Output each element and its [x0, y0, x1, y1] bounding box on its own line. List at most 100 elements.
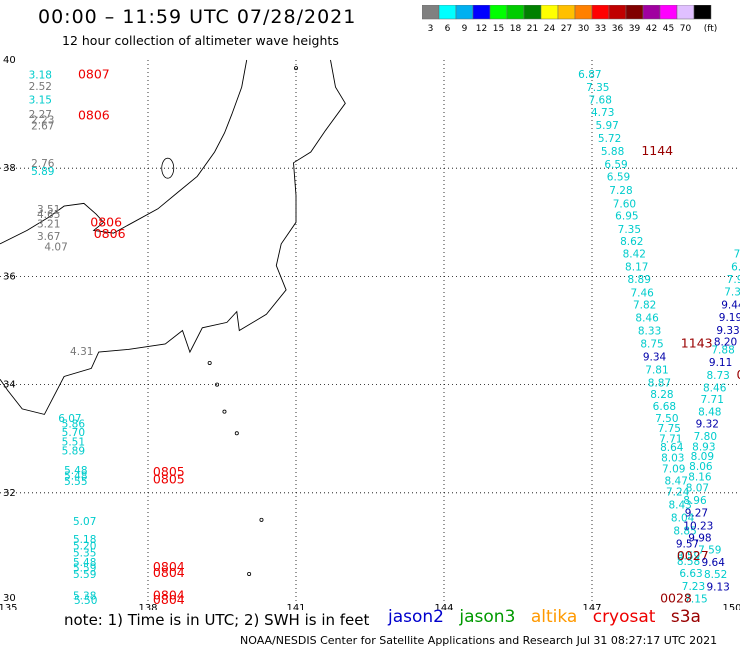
- wave-height-label: 8.73: [706, 370, 729, 382]
- wave-height-label: 7.59: [698, 545, 721, 557]
- pass-time-label: 0807: [78, 67, 110, 82]
- wave-height-label: 4.73: [591, 107, 614, 119]
- island: [293, 66, 298, 71]
- wave-height-label: 8.33: [638, 326, 661, 338]
- wave-height-label: 7: [734, 249, 740, 261]
- wave-height-label: 8.89: [628, 274, 651, 286]
- wave-height-label: 8.48: [698, 407, 721, 419]
- wave-height-label: 3.18: [29, 70, 52, 82]
- wave-height-label: 8.64: [660, 442, 684, 454]
- scale-label: 6: [445, 24, 451, 34]
- scale-label: 9: [462, 24, 468, 34]
- wave-height-label: 5.70: [62, 427, 85, 439]
- wave-height-label: 9.44: [721, 300, 740, 312]
- scale-label: 36: [612, 24, 624, 34]
- wave-height-label: 8.46: [703, 382, 727, 394]
- wave-height-label: 8.09: [691, 451, 714, 463]
- wave-height-label: 9.13: [706, 581, 729, 593]
- wave-height-label: 6.87: [578, 69, 601, 81]
- wave-height-label: 6.95: [615, 210, 638, 222]
- wave-height-label: 8.52: [704, 569, 727, 581]
- wave-height-label: 7.71: [659, 434, 682, 446]
- wave-height-label: 5.86: [62, 419, 86, 431]
- wave-height-label: 9.33: [716, 325, 739, 337]
- scale-label: 70: [680, 24, 692, 34]
- wave-height-label: 6.07: [58, 413, 81, 425]
- wave-height-label: 5.20: [73, 540, 96, 552]
- wave-height-label: 2.27: [29, 109, 52, 121]
- pass-time-label: 0804: [153, 592, 185, 607]
- lon-tick-label: 150: [722, 603, 740, 610]
- wave-height-label: 8.87: [648, 377, 671, 389]
- wave-height-label: 8.59: [677, 551, 700, 563]
- wave-height-label: 6.59: [604, 159, 627, 171]
- wave-height-label: 9.32: [696, 419, 719, 431]
- legend-altika: altika: [530, 607, 578, 627]
- wave-height-label: 8.62: [620, 236, 643, 248]
- pass-time-label: 1144: [641, 143, 673, 158]
- wave-height-label: 5.59: [73, 569, 96, 581]
- scale-label: 39: [629, 24, 641, 34]
- footer-credit: NOAA/NESDIS Center for Satellite Applica…: [240, 634, 718, 647]
- satellite-legend: jason2 jason3 altika cryosat s3a: [388, 607, 711, 627]
- wave-height-label: 7.88: [711, 344, 734, 356]
- wave-height-label: 7.35: [618, 224, 641, 236]
- wave-height-label: 9.34: [643, 351, 667, 363]
- wave-height-label: 9.27: [685, 507, 708, 519]
- lon-tick-label: 138: [138, 603, 157, 610]
- wave-height-label: 7.60: [613, 198, 636, 210]
- wave-height-label: 5.48: [73, 557, 96, 569]
- wave-height-label: 8.03: [661, 453, 684, 465]
- wave-height-label: 8.06: [689, 461, 713, 473]
- lat-tick-label: 32: [3, 488, 16, 499]
- wave-height-label: 2.23: [31, 115, 54, 127]
- wave-height-label: 9.19: [719, 312, 740, 324]
- wave-height-label: 7.09: [662, 463, 685, 475]
- wave-height-label: 8.20: [714, 336, 737, 348]
- pass-time-label: 0027: [677, 548, 709, 563]
- wave-height-label: 8.96: [683, 495, 707, 507]
- wave-height-label: 7.9: [727, 274, 740, 286]
- wave-height-label: 2.76: [31, 158, 55, 170]
- wave-height-label: 5.35: [73, 547, 96, 559]
- wave-height-label: 7.81: [645, 364, 668, 376]
- lat-tick-label: 38: [3, 163, 16, 174]
- wave-height-label: 7.28: [609, 185, 632, 197]
- wave-height-label: 7.80: [694, 431, 717, 443]
- lat-tick-label: 30: [3, 593, 16, 604]
- pass-time-label: 0028: [660, 590, 692, 605]
- wave-height-label: 5.38: [73, 591, 96, 603]
- wave-height-label: 7.15: [684, 593, 707, 605]
- scale-label: 45: [663, 24, 674, 34]
- wave-height-label: 8.47: [665, 475, 688, 487]
- pass-time-label: 0: [737, 367, 740, 382]
- wave-height-label: 5.48: [64, 470, 87, 482]
- wave-height-label: 8.46: [635, 313, 659, 325]
- legend-s3a: s3a: [670, 607, 701, 627]
- lat-tick-label: 34: [3, 380, 16, 391]
- wave-height-label: 5.97: [595, 120, 618, 132]
- wave-height-label: 9.98: [688, 533, 711, 545]
- pass-time-label: 0804: [153, 559, 185, 574]
- wave-height-label: 7.46: [630, 288, 654, 300]
- wave-height-label: 8.17: [625, 262, 648, 274]
- lon-tick-label: 144: [434, 603, 453, 610]
- lat-tick-label: 36: [3, 271, 16, 282]
- chart-title: 00:00 – 11:59 UTC 07/28/2021: [38, 6, 357, 28]
- pass-time-label: 0806: [94, 226, 126, 241]
- pass-time-label: 1143: [681, 335, 713, 350]
- wave-height-label: 7.71: [701, 394, 724, 406]
- wave-height-label: 7.3: [724, 287, 740, 299]
- wave-height-label: 8.75: [640, 338, 663, 350]
- wave-height-label: 7.68: [589, 94, 612, 106]
- pass-time-label: 0805: [153, 471, 185, 486]
- scale-swatch: [693, 5, 712, 20]
- island: [259, 517, 264, 522]
- wave-height-label: 3.51: [37, 204, 60, 216]
- wave-height-label: 6.63: [679, 568, 702, 580]
- wave-height-label: 7.50: [655, 413, 678, 425]
- coastline-east: [0, 59, 346, 415]
- wave-height-label: 6.: [731, 262, 740, 274]
- wave-height-label: 8.28: [650, 389, 673, 401]
- wave-height-label: 3.21: [37, 218, 60, 230]
